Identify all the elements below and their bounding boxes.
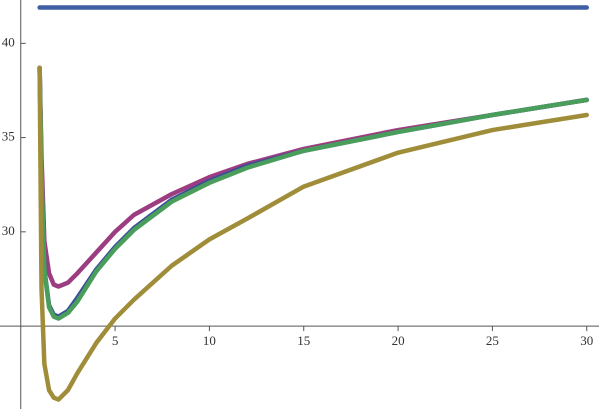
y-tick-label: 35 [2, 129, 15, 144]
x-tick-label: 20 [392, 333, 405, 348]
x-tick-label: 5 [112, 333, 119, 348]
series-line [37, 65, 589, 319]
y-tick-label: 40 [2, 34, 15, 49]
x-tick-label: 10 [203, 333, 216, 348]
y-tick-label: 30 [2, 223, 15, 238]
series-line [37, 65, 589, 321]
x-tick-label: 25 [486, 333, 499, 348]
x-tick-label: 30 [580, 333, 593, 348]
series-line [37, 65, 589, 402]
x-tick-label: 15 [297, 333, 310, 348]
series-line [37, 65, 589, 289]
